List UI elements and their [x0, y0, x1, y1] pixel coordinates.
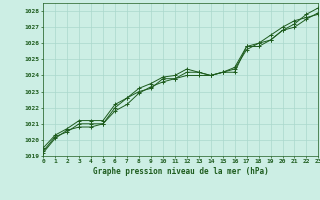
X-axis label: Graphe pression niveau de la mer (hPa): Graphe pression niveau de la mer (hPa)	[93, 167, 269, 176]
